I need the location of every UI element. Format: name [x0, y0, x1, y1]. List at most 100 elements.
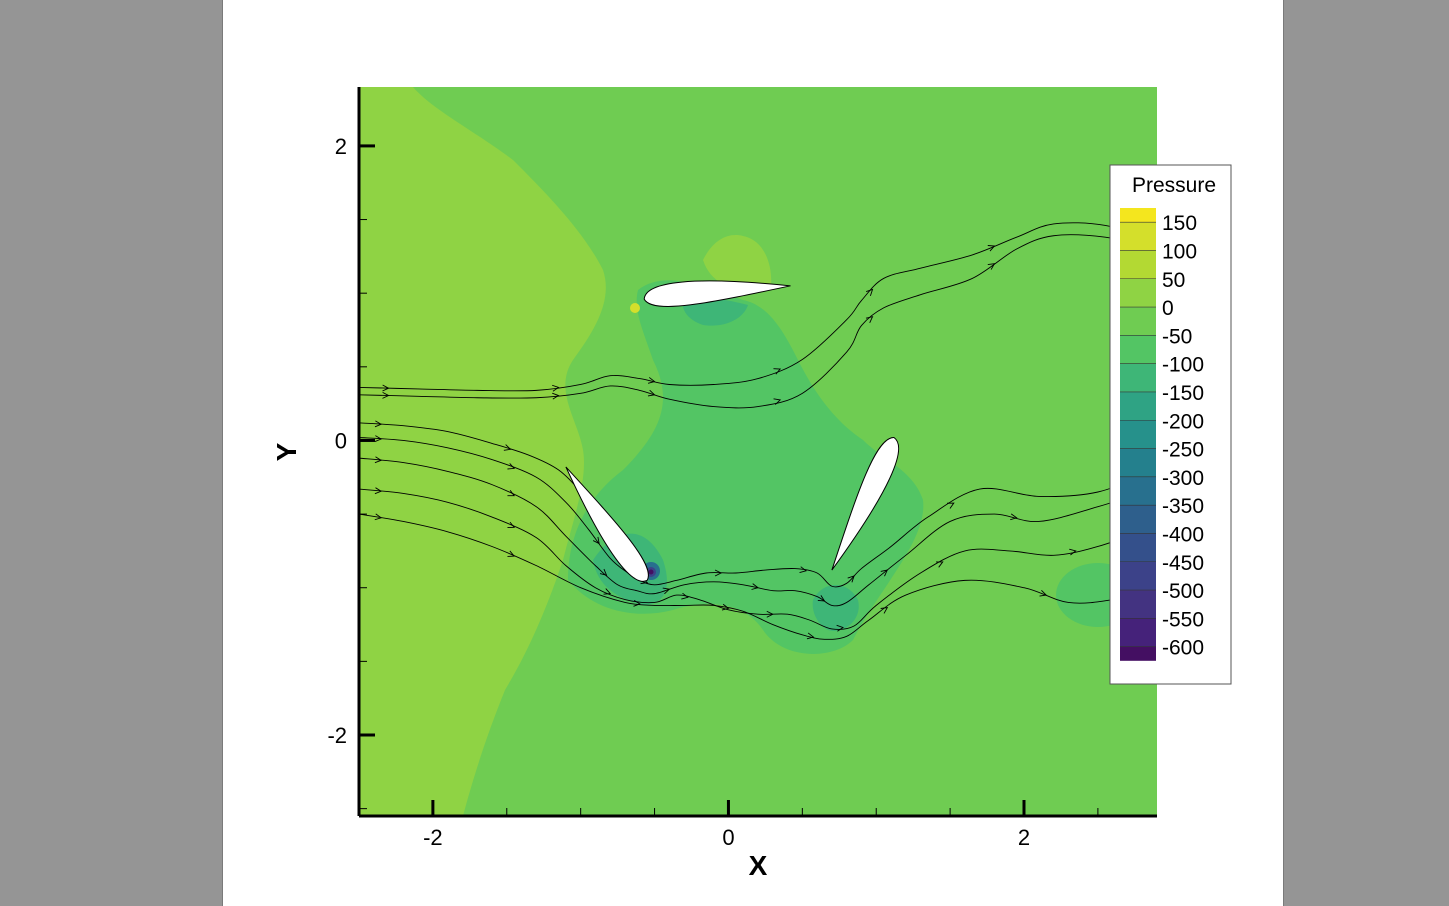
- legend-label: -50: [1162, 325, 1192, 348]
- streamline-arrow: [599, 568, 608, 576]
- legend-swatch: [1120, 250, 1156, 279]
- contour-level-100: [630, 303, 640, 313]
- streamline-arrow: [936, 561, 944, 568]
- legend-labels: 150 100 50 0 -50 -100 -150 -200 -250 -300 -350 -400…: [1162, 212, 1204, 660]
- streamline-arrow: [603, 588, 612, 595]
- legend-swatch: [1120, 335, 1156, 364]
- legend-swatch: [1120, 222, 1156, 251]
- axes: -2 0 2 -2 0 2 X Y: [271, 87, 1157, 881]
- streamline-arrow: [1010, 513, 1018, 521]
- legend-swatch: [1120, 476, 1156, 506]
- streamline-arrow: [633, 599, 641, 607]
- legend-label: -100: [1162, 354, 1204, 377]
- legend-swatch: [1120, 505, 1156, 534]
- streamline-arrow: [751, 583, 759, 590]
- streamline: [359, 222, 1157, 392]
- streamline-arrow: [507, 463, 516, 470]
- y-tick-label: 0: [335, 428, 347, 453]
- streamlines: [359, 222, 1157, 640]
- legend-label: -600: [1162, 637, 1204, 660]
- y-axis-label: Y: [271, 442, 302, 461]
- contour-field: [359, 87, 1157, 816]
- streamline-arrow: [987, 263, 996, 270]
- legend-swatch: [1120, 561, 1156, 591]
- streamline-arrow: [374, 487, 383, 495]
- pressure-legend: Pressure 150 100 50 0 -50 -100 -150 -200 -250 -30…: [1109, 164, 1232, 685]
- legend-label: -500: [1162, 580, 1204, 603]
- legend-label: -300: [1162, 467, 1204, 490]
- legend-label: 150: [1162, 212, 1197, 235]
- streamline-arrow: [374, 420, 383, 428]
- streamline-arrow: [773, 398, 782, 405]
- contour-level-m600: [648, 569, 654, 575]
- y-tick-label: -2: [327, 723, 347, 748]
- legend-swatch: [1120, 391, 1156, 421]
- airfoils: [565, 280, 900, 582]
- streamline: [359, 234, 1157, 409]
- y-tick-label: 2: [335, 134, 347, 159]
- streamline-arrow: [1069, 548, 1077, 556]
- legend-label: -400: [1162, 523, 1204, 546]
- streamline-arrow: [773, 368, 782, 375]
- legend-swatch: [1120, 278, 1156, 308]
- streamline-arrow: [947, 502, 955, 509]
- streamline-arrow: [847, 575, 855, 583]
- streamline-arrow: [766, 610, 774, 618]
- streamline-arrow: [681, 592, 689, 600]
- legend-label: 0: [1162, 297, 1174, 320]
- streamline: [359, 457, 1157, 607]
- legend-label: -150: [1162, 382, 1204, 405]
- x-tick-label: -2: [423, 825, 443, 850]
- streamline-arrow: [880, 569, 889, 577]
- streamline-arrow: [503, 444, 512, 451]
- x-axis-label: X: [749, 850, 768, 881]
- y-ticks: -2 0 2: [327, 134, 375, 810]
- page: -2 0 2 -2 0 2 X Y Pressure 150 100 50 0 -50 -100-…: [222, 0, 1284, 906]
- streamline-arrow: [374, 513, 383, 521]
- airfoil-upper: [643, 280, 791, 307]
- streamline-arrow: [592, 536, 600, 545]
- streamline-arrow: [552, 384, 560, 392]
- legend-swatch: [1120, 590, 1156, 619]
- streamline-arrow: [880, 607, 889, 614]
- streamline-arrow: [662, 587, 671, 595]
- streamline-arrow: [866, 288, 874, 297]
- streamline-arrow: [806, 632, 815, 640]
- streamline: [359, 488, 1157, 630]
- legend-title: Pressure: [1132, 174, 1216, 197]
- legend-swatch: [1120, 420, 1156, 449]
- legend-swatch: [1120, 533, 1156, 562]
- streamline-arrow: [865, 316, 874, 324]
- legend-swatch: [1120, 618, 1156, 647]
- contour-level-m150: [682, 297, 748, 326]
- airfoil-left: [565, 466, 649, 582]
- x-tick-label: 2: [1018, 825, 1030, 850]
- legend-label: -550: [1162, 608, 1204, 631]
- contour-level-m150: [812, 585, 859, 631]
- streamline-arrow: [799, 566, 808, 573]
- legend-label: 50: [1162, 269, 1185, 292]
- legend-label: -200: [1162, 410, 1204, 433]
- streamline-arrow: [374, 456, 383, 464]
- x-tick-label: 0: [722, 825, 734, 850]
- streamline-arrow: [987, 245, 996, 252]
- contour-level-0: [703, 235, 772, 290]
- contour-plot: -2 0 2 -202 X Y Pressure 150100500-50-100-…: [271, 87, 1232, 881]
- streamline-arrow: [1039, 590, 1048, 597]
- streamline-arrow: [836, 624, 844, 632]
- streamline-arrow: [382, 384, 390, 392]
- streamline-arrow: [647, 377, 656, 384]
- legend-label: 100: [1162, 240, 1197, 263]
- streamline-arrow: [507, 550, 516, 557]
- contour-level-0: [359, 87, 606, 816]
- streamline-arrow: [721, 603, 730, 611]
- legend-label: -250: [1162, 439, 1204, 462]
- streamline-arrow: [714, 569, 723, 577]
- airfoil-right: [831, 437, 900, 571]
- legend-swatch: [1120, 363, 1156, 392]
- streamline-arrow: [507, 490, 516, 497]
- streamline-arrow: [507, 521, 516, 528]
- legend-swatches: [1120, 208, 1156, 661]
- streamline-arrow: [374, 435, 383, 442]
